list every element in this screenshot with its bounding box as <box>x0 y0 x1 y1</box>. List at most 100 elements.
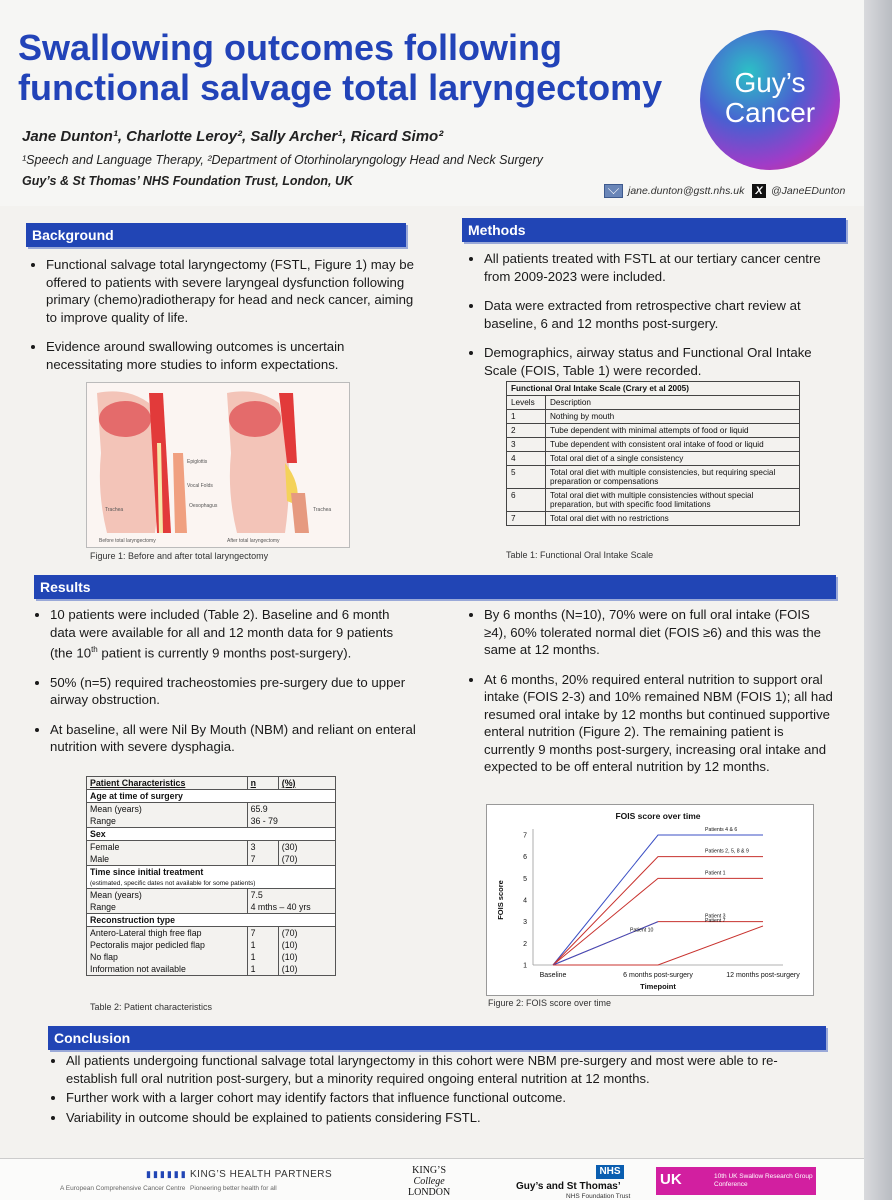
label-epiglottis: Epiglottis <box>187 459 208 465</box>
y-tick-label: 6 <box>523 854 527 861</box>
figure-1-laryngectomy-diagram: Epiglottis Vocal Folds Oesophagus Trache… <box>86 382 350 548</box>
results-heading: Results <box>34 575 836 599</box>
pc-label: Range <box>86 815 248 828</box>
pc-pct: (10) <box>277 939 337 951</box>
pc-pct: (70) <box>277 926 337 939</box>
label-trachea-left: Trachea <box>105 507 123 513</box>
series-line <box>552 921 659 966</box>
fois-level: 7 <box>506 511 546 526</box>
ecc-text: A European Comprehensive Cancer Centre <box>60 1185 186 1192</box>
table-row: Mean (years) 65.9 <box>86 802 337 815</box>
anatomy-illustration: Epiglottis Vocal Folds Oesophagus Trache… <box>87 383 349 547</box>
y-tick-label: 7 <box>523 833 527 840</box>
table-row: Time since initial treatment (estimated, … <box>86 865 336 889</box>
y-tick-label: 5 <box>523 876 527 883</box>
pc-value: 65.9 <box>246 802 337 815</box>
pc-n: 1 <box>246 939 279 951</box>
series-label: Patients 2, 5, 8 & 9 <box>705 849 749 855</box>
x-contact[interactable]: X @JaneEDunton <box>752 184 845 198</box>
sponsor-footer: ▮▮▮▮▮▮ KING’S HEALTH PARTNERS Pioneering… <box>0 1158 892 1200</box>
uk-logo-text: UK <box>660 1171 682 1188</box>
x-tick-label: 12 months post-surgery <box>726 972 800 979</box>
pc-n: 1 <box>246 951 279 963</box>
label-vocal-folds: Vocal Folds <box>187 483 213 489</box>
results-left-bullet-3: At baseline, all were Nil By Mouth (NBM)… <box>50 721 416 756</box>
fois-desc: Total oral diet with multiple consistenc… <box>545 488 800 512</box>
label-oesophagus: Oesophagus <box>189 503 218 509</box>
x-tick-label: 6 months post-surgery <box>623 972 693 979</box>
logo-text: Guy’s Cancer <box>700 68 840 128</box>
fois-level: 2 <box>506 423 546 438</box>
table-row: Antero-Lateral thigh free flap 7 (70) <box>86 926 337 939</box>
title-line-1: Swallowing outcomes following <box>18 27 563 68</box>
pc-n: 7 <box>246 926 279 939</box>
results-right-bullet-2: At 6 months, 20% required enteral nutrit… <box>484 671 836 776</box>
background-bullet-1: Functional salvage total laryngectomy (F… <box>46 256 416 326</box>
table-row: 2 Tube dependent with minimal attempts of… <box>506 423 800 438</box>
methods-bullet-2: Data were extracted from retrospective c… <box>484 297 844 332</box>
table-row: Reconstruction type <box>86 913 336 927</box>
uk-swallow-logo: UK 10th UK Swallow Research Group Confer… <box>656 1167 816 1195</box>
figure-2-caption: Figure 2: FOIS score over time <box>488 998 612 1008</box>
y-tick-label: 4 <box>523 898 527 905</box>
methods-bullet-3: Demographics, airway status and Function… <box>484 344 844 379</box>
pc-value: 36 - 79 <box>246 815 337 828</box>
pc-value: 7.5 <box>246 888 337 901</box>
x-logo-icon: X <box>752 184 766 198</box>
table-row: Mean (years) 7.5 <box>86 888 337 901</box>
label-trachea-right: Trachea <box>313 507 331 513</box>
pc-group-age: Age at time of surgery <box>86 789 336 803</box>
fois-desc: Total oral diet of a single consistency <box>545 451 800 466</box>
conclusion-text: All patients undergoing functional salva… <box>46 1052 826 1128</box>
series-line <box>552 834 763 966</box>
conclusion-bullet-3: Variability in outcome should be explain… <box>66 1109 826 1127</box>
fois-col-levels: Levels <box>506 395 546 410</box>
label-after: After total laryngectomy <box>227 538 280 544</box>
chart-svg: FOIS score over time 1 2 3 4 5 6 7 Baseline 6 mon… <box>496 811 800 991</box>
gstt-logo-text: Guy’s and St Thomas’ <box>516 1181 621 1192</box>
y-tick-label: 3 <box>523 919 527 926</box>
series-label: Patient 1 <box>705 870 726 876</box>
table-row: Patient Characteristics n (%) <box>86 776 337 790</box>
fois-level: 1 <box>506 409 546 424</box>
methods-text: All patients treated with FSTL at our te… <box>464 250 844 391</box>
email-contact[interactable]: jane.dunton@gstt.nhs.uk <box>604 184 744 198</box>
methods-bullet-1: All patients treated with FSTL at our te… <box>484 250 844 285</box>
fois-col-description: Description <box>545 395 800 410</box>
poster-header: Swallowing outcomes following functional… <box>0 0 892 206</box>
figure-1-caption: Figure 1: Before and after total larynge… <box>90 551 269 561</box>
x-tick-label: Baseline <box>540 972 567 979</box>
pc-label: Mean (years) <box>86 888 248 901</box>
pc-n: 3 <box>246 840 279 853</box>
conclusion-bullet-2: Further work with a larger cohort may id… <box>66 1089 826 1107</box>
pc-label: Antero-Lateral thigh free flap <box>86 926 248 939</box>
pc-header-pct: (%) <box>277 776 337 790</box>
patient-characteristics-table: Patient Characteristics n (%) Age at time … <box>86 776 337 976</box>
pc-header-label: Patient Characteristics <box>86 776 248 790</box>
fois-level: 6 <box>506 488 546 512</box>
guys-cancer-logo: Guy’s Cancer <box>700 30 840 170</box>
kcl-line-1: KING’S <box>412 1165 447 1176</box>
kcl-logo: KING’S College LONDON <box>408 1165 450 1198</box>
pc-label: Male <box>86 853 248 866</box>
table-row: 3 Tube dependent with consistent oral int… <box>506 437 800 452</box>
background-heading: Background <box>26 223 406 247</box>
pc-n: 1 <box>246 963 279 976</box>
table-row: Male 7 (70) <box>86 853 337 866</box>
table-row: Information not available 1 (10) <box>86 963 337 976</box>
series-label: Patient 10 <box>630 928 653 934</box>
y-tick-label: 1 <box>523 963 527 970</box>
series-label: Patient 3 <box>705 914 726 920</box>
results-left-text: 10 patients were included (Table 2). Bas… <box>30 606 416 768</box>
background-bullet-2: Evidence around swallowing outcomes is u… <box>46 338 416 373</box>
pc-label: Mean (years) <box>86 802 248 815</box>
fois-level: 5 <box>506 465 546 489</box>
pc-label: Female <box>86 840 248 853</box>
logo-line-2: Cancer <box>724 97 816 128</box>
pc-label: Information not available <box>86 963 248 976</box>
fois-desc: Total oral diet with multiple consistenc… <box>545 465 800 489</box>
table-row: 4 Total oral diet of a single consistency <box>506 451 800 466</box>
pc-label: Range <box>86 901 248 914</box>
pc-pct: (10) <box>277 963 337 976</box>
